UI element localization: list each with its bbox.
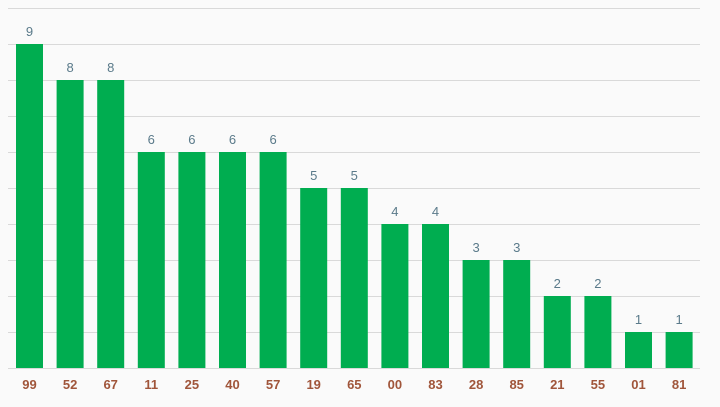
value-label-83: 4	[432, 204, 439, 219]
value-label-99: 9	[26, 24, 33, 39]
value-label-19: 5	[310, 168, 317, 183]
bar-55[interactable]	[584, 296, 612, 368]
bar-28[interactable]	[462, 260, 490, 368]
value-label-28: 3	[472, 240, 479, 255]
category-label-00: 00	[388, 377, 402, 392]
bar-85[interactable]	[503, 260, 531, 368]
bar-83[interactable]	[422, 224, 449, 368]
value-label-00: 4	[391, 204, 398, 219]
bar-00[interactable]	[381, 224, 409, 368]
category-label-19: 19	[306, 377, 320, 392]
category-label-99: 99	[22, 377, 36, 392]
bar-52[interactable]	[56, 80, 84, 368]
category-label-40: 40	[225, 377, 239, 392]
bar-21[interactable]	[543, 296, 571, 368]
value-label-01: 1	[635, 312, 642, 327]
bar-57[interactable]	[259, 152, 287, 368]
bars	[16, 44, 693, 368]
category-label-67: 67	[103, 377, 117, 392]
category-label-25: 25	[185, 377, 199, 392]
bar-01[interactable]	[625, 332, 652, 368]
category-label-57: 57	[266, 377, 280, 392]
category-label-21: 21	[550, 377, 564, 392]
category-label-81: 81	[672, 377, 686, 392]
bar-99[interactable]	[16, 44, 43, 368]
category-label-85: 85	[509, 377, 523, 392]
category-label-55: 55	[591, 377, 605, 392]
category-label-28: 28	[469, 377, 483, 392]
bar-81[interactable]	[665, 332, 693, 368]
value-label-21: 2	[554, 276, 561, 291]
value-label-81: 1	[675, 312, 682, 327]
category-label-65: 65	[347, 377, 361, 392]
category-label-83: 83	[428, 377, 442, 392]
bar-40[interactable]	[219, 152, 246, 368]
value-label-40: 6	[229, 132, 236, 147]
value-label-67: 8	[107, 60, 114, 75]
value-labels: 9 8 8 6 6 6 6 5 5 4 4 3 3 2 2 1 1	[26, 24, 683, 327]
category-label-11: 11	[144, 377, 158, 392]
category-label-01: 01	[631, 377, 645, 392]
category-label-52: 52	[63, 377, 77, 392]
value-label-57: 6	[269, 132, 276, 147]
bar-11[interactable]	[137, 152, 165, 368]
bar-67[interactable]	[97, 80, 125, 368]
bar-25[interactable]	[178, 152, 206, 368]
bar-65[interactable]	[340, 188, 368, 368]
value-label-52: 8	[66, 60, 73, 75]
value-label-11: 6	[148, 132, 155, 147]
value-label-25: 6	[188, 132, 195, 147]
value-label-65: 5	[351, 168, 358, 183]
value-label-55: 2	[594, 276, 601, 291]
bar-19[interactable]	[300, 188, 328, 368]
value-label-85: 3	[513, 240, 520, 255]
category-labels: 99 52 67 11 25 40 57 19 65 00 83 28 85 21 55 01 81	[22, 377, 686, 392]
